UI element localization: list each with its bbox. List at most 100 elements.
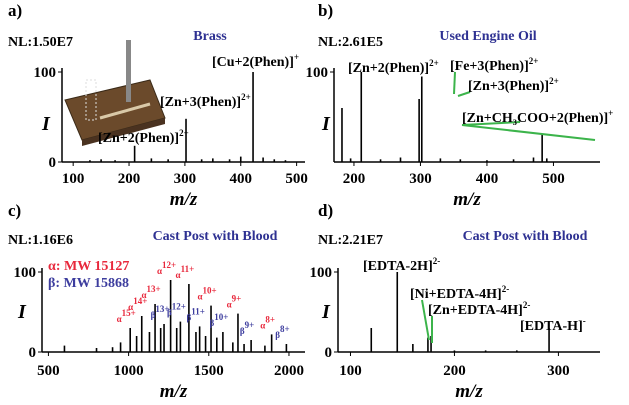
annotation-sup: 9+ <box>232 294 242 304</box>
annotation: [Zn+2(Phen)]2+ <box>98 128 189 146</box>
annotation-sup: 13+ <box>155 304 169 314</box>
leader-line <box>421 299 430 341</box>
nl-label: NL:1.50E7 <box>8 35 73 50</box>
x-tick-label: 200 <box>118 171 141 187</box>
annotation-sup: 11+ <box>191 306 205 316</box>
annotation-sup: 10+ <box>214 312 228 322</box>
annotation-sup: 2+ <box>429 58 439 68</box>
annotation-sup: 11+ <box>181 264 195 274</box>
annotation: [EDTA-H]- <box>520 316 586 334</box>
x-tick-label: 1000 <box>114 363 144 379</box>
annotation: [Zn+EDTA-4H]2- <box>428 300 530 318</box>
annotation-text: α <box>260 320 265 330</box>
nl-label: NL:1.16E6 <box>8 233 73 248</box>
annotation-text: α <box>176 270 181 280</box>
annotation-sup: 14+ <box>133 296 147 306</box>
x-axis-label: m/z <box>160 381 188 402</box>
annotation: β8+ <box>275 324 289 340</box>
annotation-sup: 15+ <box>122 308 136 318</box>
panel-title: Cast Post with Blood <box>153 229 278 244</box>
x-tick-label: 2000 <box>274 363 304 379</box>
annotation: α14+ <box>128 296 147 312</box>
y-tick-label: 0 <box>325 345 333 361</box>
x-tick-label: 1500 <box>194 363 224 379</box>
annotation-sup: + <box>608 108 613 118</box>
annotation-text: [Zn+CH₃COO+2(Phen)] <box>462 111 608 126</box>
x-tick-label: 400 <box>476 171 499 187</box>
annotation: α8+ <box>260 314 275 330</box>
annotation-text: β <box>151 310 156 320</box>
nl-label: NL:2.21E7 <box>318 233 383 248</box>
annotation-sup: - <box>583 316 586 326</box>
annotation-sup: 2- <box>502 284 510 294</box>
annotation-text: [Zn+2(Phen)] <box>98 131 179 146</box>
annotation-text: [EDTA-H] <box>520 319 583 334</box>
annotation-sup: 2+ <box>241 92 251 102</box>
panel-title: Cast Post with Blood <box>463 229 588 244</box>
annotation-sup: 8+ <box>280 324 290 334</box>
annotation-text: α <box>128 302 133 312</box>
leader-line <box>457 91 471 97</box>
annotation-text: α <box>141 290 146 300</box>
annotation-text: α <box>197 292 202 302</box>
annotation-sup: 2+ <box>549 76 559 86</box>
leader-line <box>453 71 456 95</box>
annotation: α13+ <box>141 284 160 300</box>
annotation: β10+ <box>209 312 228 328</box>
annotation: β13+ <box>151 304 170 320</box>
annotation-sup: 10+ <box>202 286 216 296</box>
panel-title: Used Engine Oil <box>439 29 536 44</box>
y-tick-label: 100 <box>34 65 57 81</box>
annotation-sup: 9+ <box>245 320 255 330</box>
annotation-text: β <box>167 308 172 318</box>
annotation-text: [Cu+2(Phen)] <box>212 55 294 70</box>
annotation-text: α <box>117 314 122 324</box>
x-tick-label: 500 <box>285 171 308 187</box>
inset-photo <box>64 40 166 146</box>
y-tick-label: 100 <box>306 65 329 81</box>
annotation: α12+ <box>157 260 176 276</box>
annotation: β11+ <box>186 306 204 322</box>
annotation: [Cu+2(Phen)]+ <box>212 52 299 70</box>
y-axis-label: I <box>41 113 51 135</box>
y-axis-label: I <box>17 301 27 323</box>
y-axis-label: I <box>321 113 331 135</box>
x-tick-label: 400 <box>230 171 253 187</box>
annotation-text: β <box>275 330 280 340</box>
annotation-sup: 8+ <box>265 314 275 324</box>
annotation-text: α <box>227 300 232 310</box>
annotation-sup: 2+ <box>179 128 189 138</box>
annotation-text: [Zn+3(Phen)] <box>160 95 241 110</box>
x-axis-label: m/z <box>455 381 483 402</box>
annotation: [Zn+3(Phen)]2+ <box>468 76 559 94</box>
annotation-text: [EDTA-2H] <box>363 259 433 274</box>
annotation-text: [Fe+3(Phen)] <box>450 59 529 74</box>
annotation-sup: 12+ <box>162 260 176 270</box>
annotation-text: β <box>240 326 245 336</box>
x-tick-label: 300 <box>174 171 197 187</box>
annotation-sup: 2- <box>433 256 441 266</box>
x-tick-label: 300 <box>409 171 432 187</box>
annotation: β12+ <box>167 302 186 318</box>
leader-line <box>461 124 596 141</box>
annotation-sup: + <box>294 52 299 62</box>
x-tick-label: 200 <box>443 363 466 379</box>
panel-label: a) <box>8 1 22 20</box>
legend-entry: β: MW 15868 <box>48 276 129 291</box>
annotation-sup: 13+ <box>147 284 161 294</box>
annotation: α11+ <box>176 264 195 280</box>
panel-label: c) <box>8 201 21 220</box>
y-tick-label: 0 <box>49 155 57 171</box>
x-tick-label: 500 <box>37 363 60 379</box>
y-axis-label: I <box>321 301 331 323</box>
x-axis-label: m/z <box>453 189 481 210</box>
annotation: [Fe+3(Phen)]2+ <box>450 56 538 74</box>
leader-line <box>461 121 521 126</box>
annotation-sup: 2- <box>523 300 531 310</box>
x-axis-label: m/z <box>170 189 198 210</box>
annotation-text: [Zn+EDTA-4H] <box>428 303 523 318</box>
x-tick-label: 300 <box>547 363 570 379</box>
annotation: [Ni+EDTA-4H]2- <box>410 284 509 302</box>
y-tick-label: 100 <box>310 265 333 281</box>
